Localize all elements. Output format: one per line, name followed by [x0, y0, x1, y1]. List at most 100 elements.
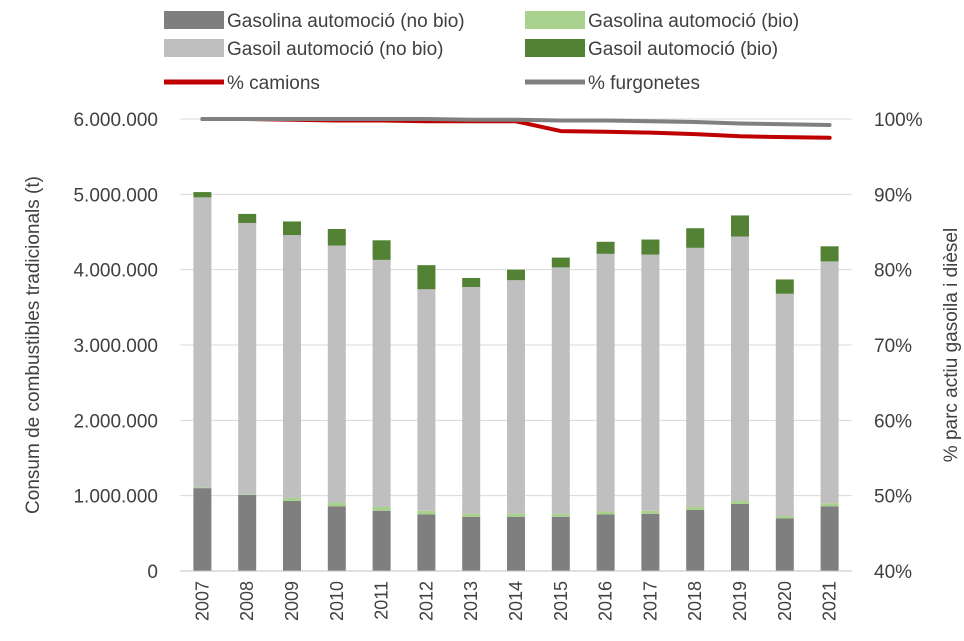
bar-segment [327, 502, 346, 507]
bar-segment [462, 286, 481, 514]
bar-segment [551, 513, 570, 517]
y-left-tick-label: 6.000.000 [73, 110, 158, 131]
bar-segment [193, 192, 212, 198]
legend-label: % furgonetes [588, 73, 700, 94]
bar-segment [596, 253, 615, 512]
bar-segment [686, 228, 705, 248]
bar-segment [238, 213, 257, 223]
y-right-tick-label: 50% [874, 487, 912, 508]
bar-segment [731, 236, 749, 501]
bar-segment [417, 510, 436, 515]
bar-segment [820, 503, 839, 507]
x-tick-label: 2016 [596, 581, 616, 621]
bar-segment [462, 516, 481, 571]
x-tick-label: 2014 [506, 581, 526, 621]
bar-segment [417, 265, 436, 290]
y-right-tick-label: 70% [874, 336, 912, 357]
bar-segment [775, 293, 794, 517]
bar-segment [775, 279, 794, 294]
bar-segment [327, 245, 346, 503]
bar-segment [238, 222, 257, 495]
bar-segment [372, 506, 391, 511]
bar-segment [372, 240, 391, 260]
x-tick-label: 2021 [820, 581, 840, 621]
bar-segment [731, 500, 749, 504]
bar-segment [731, 215, 749, 237]
legend-swatch [525, 11, 585, 29]
legend-label: Gasolina automoció (bio) [588, 11, 799, 32]
y-left-tick-label: 0 [147, 562, 158, 583]
bar-segment [596, 241, 615, 254]
x-tick-label: 2015 [551, 581, 571, 621]
y-left-tick-label: 2.000.000 [73, 411, 158, 432]
bar-segment [283, 235, 301, 498]
legend-label: Gasoil automoció (bio) [588, 39, 778, 60]
x-tick-label: 2018 [685, 581, 705, 621]
x-tick-label: 2009 [282, 581, 302, 621]
bar-segment [641, 254, 660, 511]
bar-segment [641, 510, 660, 514]
y-left-tick-label: 5.000.000 [73, 185, 158, 206]
y-right-tick-label: 100% [874, 110, 923, 131]
bar-segment [775, 516, 794, 519]
x-tick-label: 2010 [327, 581, 347, 621]
y-left-tick-label: 4.000.000 [73, 261, 158, 282]
x-tick-label: 2019 [730, 581, 750, 621]
bar-segment [327, 228, 346, 246]
bar-segment [327, 506, 346, 571]
bar-segment [507, 513, 525, 517]
y-right-tick-label: 40% [874, 562, 912, 583]
legend-label: Gasolina automoció (no bio) [227, 11, 465, 32]
bar-segment [283, 497, 301, 501]
bar-segment [596, 511, 615, 515]
legend-label: Gasoil automoció (no bio) [227, 39, 444, 60]
bar-segment [372, 510, 391, 571]
bar-segment [193, 197, 212, 488]
bar-segment [820, 506, 839, 571]
bar-segment [507, 280, 525, 514]
bar-segment [551, 267, 570, 514]
legend-label: % camions [227, 73, 320, 94]
x-tick-label: 2011 [372, 581, 392, 620]
bars [193, 192, 839, 571]
bar-segment [283, 500, 301, 571]
legend-swatch [164, 39, 224, 57]
bar-segment [596, 514, 615, 571]
bar-segment [686, 247, 705, 507]
bar-segment [820, 246, 839, 262]
bar-segment [462, 513, 481, 517]
y-left-tick-label: 1.000.000 [73, 487, 158, 508]
x-tick-label: 2008 [237, 581, 257, 621]
bar-segment [551, 257, 570, 268]
x-tick-label: 2013 [461, 581, 481, 621]
bar-segment [731, 503, 749, 571]
bar-segment [417, 289, 436, 511]
bar-segment [775, 518, 794, 571]
x-tick-label: 2017 [640, 581, 660, 621]
bar-segment [686, 506, 705, 510]
series-line [200, 117, 832, 127]
bar-segment [238, 494, 257, 495]
bar-segment [372, 259, 391, 507]
bar-segment [641, 239, 660, 255]
x-tick-label: 2007 [192, 581, 212, 621]
bar-segment [193, 488, 212, 571]
bar-segment [820, 261, 839, 504]
bar-segment [507, 269, 525, 281]
legend-swatch [525, 39, 585, 57]
legend: Gasolina automoció (no bio) Gasolina auto… [164, 11, 799, 94]
bar-segment [641, 513, 660, 571]
x-tick-label: 2020 [775, 581, 795, 621]
bar-segment [283, 221, 301, 236]
bar-segment [462, 277, 481, 287]
y-right-tick-label: 90% [874, 185, 912, 206]
y-right-axis-title: % parc actiu gasoila i dièsel [941, 228, 962, 462]
axes: 0 1.000.000 2.000.000 3.000.000 4.000.000 5.0… [73, 110, 922, 621]
y-right-tick-label: 60% [874, 411, 912, 432]
bar-segment [686, 509, 705, 571]
bar-segment [417, 514, 436, 571]
y-right-tick-label: 80% [874, 261, 912, 282]
lines [200, 117, 832, 140]
y-left-axis-title: Consum de combustibles tradicionals (t) [23, 176, 44, 514]
